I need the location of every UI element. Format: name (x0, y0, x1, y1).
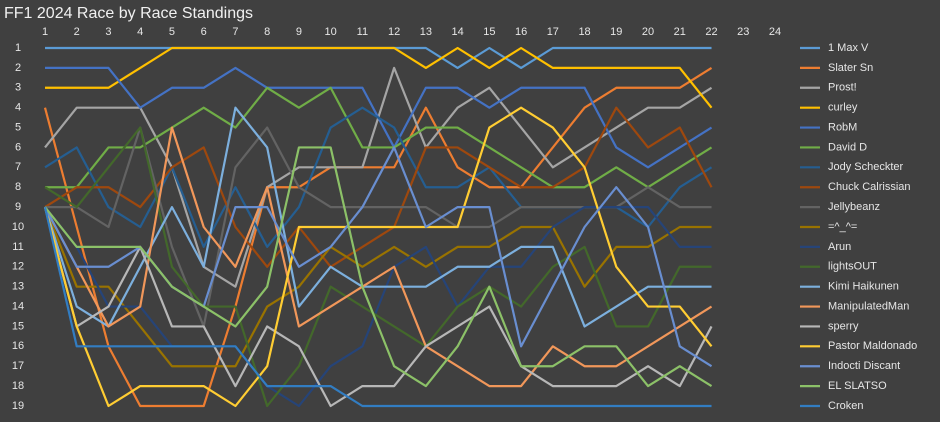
series-line (45, 46, 713, 109)
legend-label: sperry (828, 320, 859, 332)
legend-label: Arun (828, 241, 851, 253)
y-tick-label: 15 (12, 320, 24, 332)
legend-label: Jellybeanz (828, 201, 880, 213)
y-tick-label: 11 (12, 241, 23, 253)
x-tick-label: 6 (201, 26, 207, 38)
y-tick-label: 3 (15, 82, 21, 94)
legend-label: 1 Max V (828, 42, 869, 54)
legend-label: RobM (828, 121, 857, 133)
x-tick-label: 7 (232, 26, 238, 38)
series-line (44, 126, 712, 408)
x-tick-label: 11 (357, 26, 368, 38)
legend-label: Chuck Calrissian (828, 181, 911, 193)
y-tick-label: 5 (15, 121, 21, 133)
series-line (43, 66, 713, 408)
y-tick-label: 12 (12, 261, 24, 273)
legend-label: David D (828, 141, 867, 153)
x-tick-label: 8 (264, 26, 270, 38)
x-tick-label: 21 (674, 26, 686, 38)
legend-label: ManipulatedMan (828, 300, 909, 312)
x-tick-label: 14 (451, 26, 463, 38)
legend-label: =^_^= (828, 221, 857, 233)
x-tick-label: 2 (74, 26, 80, 38)
x-tick-label: 4 (137, 26, 143, 38)
legend-label: Pastor Maldonado (828, 340, 917, 352)
legend-label: lightsOUT (828, 261, 877, 273)
x-tick-label: 17 (547, 26, 559, 38)
series-line (43, 206, 713, 408)
y-tick-label: 7 (15, 161, 21, 173)
y-tick-label: 19 (12, 400, 24, 412)
y-tick-label: 1 (15, 42, 21, 54)
y-tick-label: 13 (12, 281, 24, 293)
x-tick-label: 10 (325, 26, 337, 38)
legend-label: curley (828, 102, 858, 114)
x-tick-label: 13 (420, 26, 432, 38)
x-tick-label: 15 (483, 26, 495, 38)
x-tick-label: 22 (705, 26, 717, 38)
x-tick-label: 18 (578, 26, 590, 38)
y-tick-label: 18 (12, 380, 24, 392)
x-tick-label: 3 (105, 26, 111, 38)
legend-label: Jody Scheckter (828, 161, 904, 173)
y-tick-label: 10 (12, 221, 24, 233)
legend-label: Prost! (828, 82, 857, 94)
x-tick-label: 9 (296, 26, 302, 38)
y-tick-label: 4 (15, 102, 21, 114)
x-tick-label: 19 (610, 26, 622, 38)
series-line (44, 146, 713, 388)
x-tick-label: 5 (169, 26, 175, 38)
legend-label: Kimi Haikunen (828, 281, 899, 293)
series-line (43, 106, 712, 328)
x-tick-label: 12 (388, 26, 400, 38)
series-line (45, 86, 713, 189)
series-line (43, 206, 712, 408)
y-tick-label: 17 (12, 360, 24, 372)
legend-label: Indocti Discant (828, 360, 900, 372)
x-tick-label: 16 (515, 26, 527, 38)
x-tick-label: 23 (737, 26, 749, 38)
series-line (44, 126, 713, 388)
legend-label: EL SLATSO (828, 380, 887, 392)
x-tick-label: 1 (42, 26, 48, 38)
y-tick-label: 8 (15, 181, 21, 193)
series-line (43, 106, 713, 408)
legend-label: Croken (828, 400, 863, 412)
x-tick-label: 24 (769, 26, 781, 38)
y-tick-label: 16 (12, 340, 24, 352)
y-tick-label: 14 (12, 300, 24, 312)
chart-title: FF1 2024 Race by Race Standings (4, 5, 253, 22)
y-tick-label: 2 (15, 62, 21, 74)
y-tick-label: 6 (15, 141, 21, 153)
legend-label: Slater Sn (828, 62, 873, 74)
x-tick-label: 20 (642, 26, 654, 38)
y-tick-label: 9 (15, 201, 21, 213)
